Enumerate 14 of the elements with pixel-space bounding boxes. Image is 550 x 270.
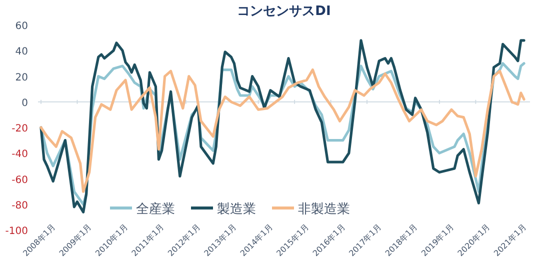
legend-label: 製造業 [217,202,256,217]
y-tick-label: -20 [12,124,28,134]
y-tick-label: 20 [15,72,28,84]
legend-label: 非製造業 [298,202,350,217]
legend-label: 全産業 [136,201,175,217]
chart-title: コンセンサスDI [237,4,331,19]
y-tick-label: -80 [12,200,28,212]
y-tick-label: -60 [12,174,28,186]
y-tick-label: 40 [15,46,28,58]
y-tick-label: 0 [22,98,28,109]
line-series [40,39,526,214]
y-tick-label: -40 [12,149,28,160]
y-tick-label: 60 [15,21,28,32]
y-tick-label: -100 [5,226,28,237]
